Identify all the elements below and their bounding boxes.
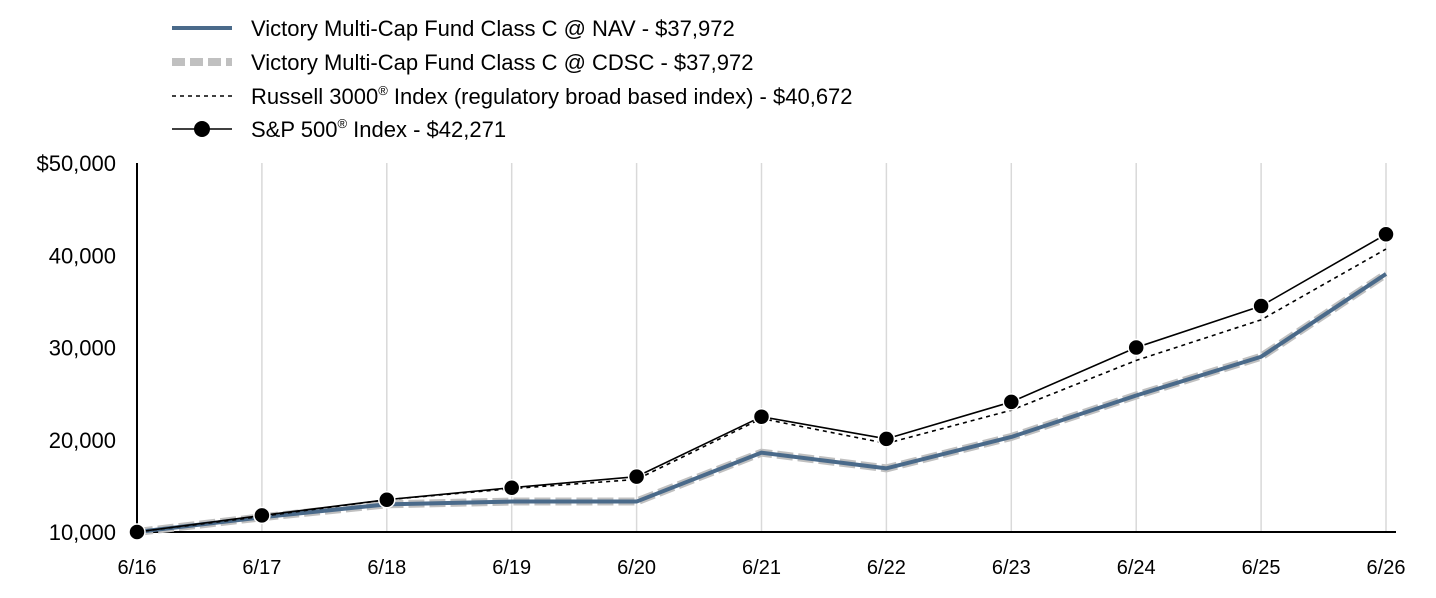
sp500-marker	[1377, 225, 1395, 244]
x-tick-label: 6/18	[367, 557, 406, 579]
y-tick-label: 20,000	[49, 428, 116, 453]
sp500-marker	[627, 467, 646, 486]
sp500-marker	[128, 523, 146, 541]
sp500-marker	[1002, 393, 1021, 411]
legend-label-1: Victory Multi-Cap Fund Class C @ CDSC - …	[251, 50, 753, 75]
x-tick-label: 6/25	[1242, 557, 1281, 579]
x-tick-label: 6/21	[742, 557, 781, 579]
sp500-marker	[877, 430, 896, 448]
series-line-0	[136, 272, 1388, 534]
x-tick-label: 6/20	[617, 557, 656, 579]
y-tick-label: 40,000	[49, 243, 116, 268]
sp500-marker	[378, 490, 396, 509]
y-tick-label: $50,000	[36, 151, 116, 176]
x-tick-label: 6/17	[242, 557, 281, 579]
x-tick-label: 6/24	[1117, 557, 1156, 579]
legend-label-3: S&P 500® Index - $42,271	[251, 116, 506, 142]
sp500-marker	[253, 506, 271, 525]
x-tick-label: 6/26	[1367, 557, 1406, 579]
sp500-marker	[1252, 297, 1270, 315]
x-tick-label: 6/19	[492, 557, 531, 579]
y-tick-label: 10,000	[49, 520, 116, 545]
sp500-marker	[752, 407, 771, 426]
y-tick-label: 30,000	[49, 336, 116, 361]
legend: Victory Multi-Cap Fund Class C @ NAV - $…	[172, 16, 853, 142]
sp500-marker	[502, 478, 521, 497]
x-tick-label: 6/22	[867, 557, 906, 579]
series-group	[128, 225, 1395, 541]
legend-label-0: Victory Multi-Cap Fund Class C @ NAV - $…	[251, 16, 735, 41]
x-tick-label: 6/23	[992, 557, 1031, 579]
x-tick-label: 6/16	[118, 557, 157, 579]
legend-label-2: Russell 3000® Index (regulatory broad ba…	[251, 83, 853, 109]
legend-marker-icon	[194, 121, 210, 137]
grid-lines	[261, 163, 1387, 532]
axes	[136, 163, 1396, 533]
sp500-marker	[1127, 338, 1145, 357]
